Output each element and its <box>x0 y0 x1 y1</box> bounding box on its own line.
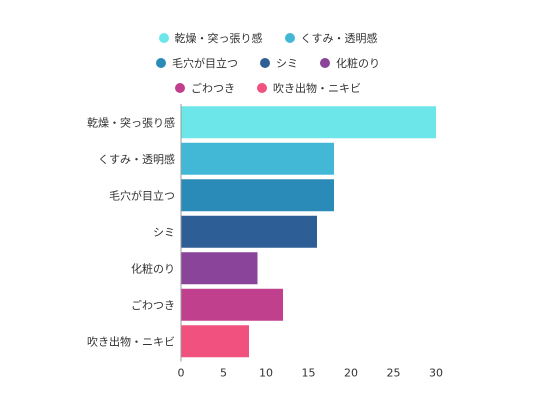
legend-swatch <box>175 83 185 93</box>
legend-item[interactable]: シミ <box>260 55 298 71</box>
legend-item[interactable]: 吹き出物・ニキビ <box>257 80 361 96</box>
bar[interactable] <box>181 179 334 212</box>
category-label: 化粧のり <box>131 261 175 275</box>
legend-row: 乾燥・突っ張り感 くすみ・透明感 <box>0 30 536 46</box>
legend-swatch <box>284 33 295 43</box>
legend-row: 毛穴が目立つ シミ 化粧のり <box>0 55 536 71</box>
legend-swatch <box>260 58 270 68</box>
x-tick-label: 5 <box>220 367 227 380</box>
legend-swatch <box>156 58 166 68</box>
legend-item[interactable]: 毛穴が目立つ <box>156 55 238 71</box>
legend-label: 化粧のり <box>336 57 380 70</box>
legend-item[interactable]: くすみ・透明感 <box>284 30 378 46</box>
legend-label: 毛穴が目立つ <box>172 57 238 70</box>
category-label: ごわつき <box>131 298 175 312</box>
bar[interactable] <box>181 288 283 321</box>
x-tick-label: 30 <box>429 367 443 380</box>
x-tick-label: 20 <box>344 367 358 380</box>
legend-item[interactable]: ごわつき <box>175 80 235 96</box>
legend-swatch <box>158 33 169 43</box>
legend-label: シミ <box>276 57 298 70</box>
category-label: 毛穴が目立つ <box>109 188 175 202</box>
category-label: シミ <box>153 226 175 239</box>
bar[interactable] <box>181 142 334 175</box>
legend-label: くすみ・透明感 <box>300 32 378 45</box>
category-label: くすみ・透明感 <box>98 153 175 166</box>
x-tick-label: 25 <box>387 367 401 380</box>
category-label: 乾燥・突っ張り感 <box>87 115 175 129</box>
x-tick-label: 10 <box>259 367 273 380</box>
legend-label: 乾燥・突っ張り感 <box>174 32 263 45</box>
x-tick-label: 15 <box>302 367 316 380</box>
bar[interactable] <box>181 325 249 358</box>
legend-item[interactable]: 乾燥・突っ張り感 <box>158 30 263 46</box>
bar[interactable] <box>181 106 436 139</box>
legend-label: ごわつき <box>191 82 235 95</box>
legend-item[interactable]: 化粧のり <box>320 55 380 71</box>
legend-swatch <box>320 58 330 68</box>
x-tick-label: 0 <box>178 367 185 380</box>
category-label: 吹き出物・ニキビ <box>87 334 175 348</box>
legend-swatch <box>257 83 267 93</box>
bar[interactable] <box>181 215 317 248</box>
legend-label: 吹き出物・ニキビ <box>273 82 361 95</box>
bar[interactable] <box>181 252 258 285</box>
legend-row: ごわつき 吹き出物・ニキビ <box>0 80 536 96</box>
